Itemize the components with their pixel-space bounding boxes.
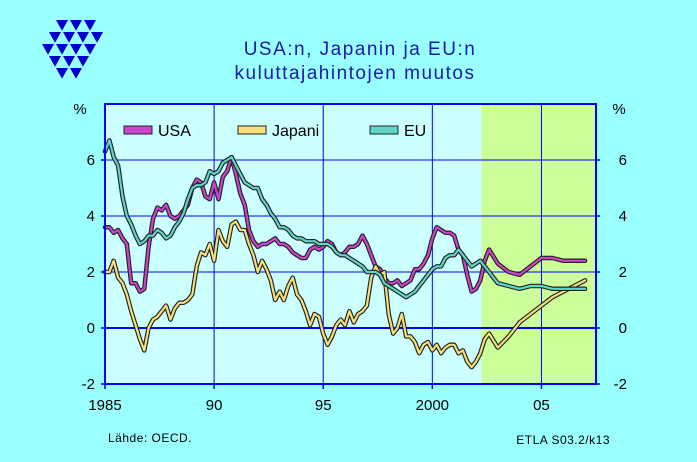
y-tick-label-right: 2: [619, 264, 627, 281]
y-tick-label-left: 6: [87, 152, 95, 169]
plot-area: [101, 103, 600, 389]
x-tick-label: 90: [206, 397, 223, 414]
logo-triangle: [70, 68, 82, 79]
legend-swatch-eu: [369, 125, 399, 135]
logo-triangle: [77, 56, 89, 67]
y-tick-label-right: -2: [614, 376, 627, 393]
tick-marks: [101, 159, 600, 389]
y-tick-label-left: 4: [87, 208, 95, 225]
y-tick-label-left: 0: [87, 320, 95, 337]
x-tick-label: 95: [315, 397, 332, 414]
legend-swatch-usa: [123, 125, 153, 135]
logo-triangle: [42, 44, 54, 55]
logo-triangle: [49, 32, 61, 43]
logo-triangle: [84, 20, 96, 31]
etla-logo: [42, 20, 103, 79]
series-line-eu: [103, 139, 587, 299]
y-tick-label-right: 6: [619, 152, 627, 169]
logo-triangle: [70, 44, 82, 55]
y-axis-unit-right: %: [612, 101, 625, 118]
x-tick-label: 2000: [416, 397, 449, 414]
logo-triangle: [70, 20, 82, 31]
legend: USA Japani EU: [123, 123, 426, 140]
legend-label-usa: USA: [158, 123, 191, 140]
y-tick-labels-left: -2 0 2 4 6: [82, 152, 95, 393]
logo-triangle: [56, 68, 68, 79]
y-tick-label-left: -2: [82, 376, 95, 393]
y-axis-unit-left: %: [73, 101, 86, 118]
logo-triangle: [84, 44, 96, 55]
plot-frame: [104, 103, 597, 385]
forecast-region: [481, 104, 596, 384]
logo-triangle: [56, 20, 68, 31]
logo-triangle: [91, 32, 103, 43]
series-line-usa: [103, 156, 587, 293]
series-lines: [102, 138, 588, 370]
x-tick-label: 1985: [88, 397, 121, 414]
logo-triangle: [56, 44, 68, 55]
chart-title-line1: USA:n, Japanin ja EU:n: [244, 39, 477, 60]
y-tick-label-left: 2: [87, 264, 95, 281]
legend-label-eu: EU: [404, 123, 426, 140]
legend-label-japani: Japani: [272, 123, 319, 140]
y-tick-label-right: 0: [619, 320, 627, 337]
logo-triangle: [77, 32, 89, 43]
series-line-japani: [103, 220, 587, 369]
y-tick-labels-right: -2 0 2 4 6: [614, 152, 627, 393]
logo-triangle: [63, 32, 75, 43]
chart-code: ETLA S03.2/k13: [516, 433, 610, 447]
x-tick-labels: 1985 90 95 2000 05: [88, 397, 549, 414]
chart-title-line2: kuluttajahintojen muutos: [235, 63, 476, 84]
legend-swatch-japani: [237, 125, 267, 135]
x-tick-label: 05: [533, 397, 550, 414]
source-note: Lähde: OECD.: [108, 431, 192, 445]
logo-triangle: [63, 56, 75, 67]
logo-triangle: [49, 56, 61, 67]
y-tick-label-right: 4: [619, 208, 627, 225]
